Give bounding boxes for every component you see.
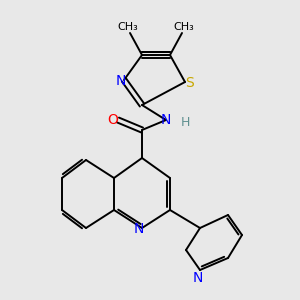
Text: O: O xyxy=(108,113,118,127)
Text: S: S xyxy=(186,76,194,90)
Text: N: N xyxy=(193,271,203,285)
Text: N: N xyxy=(161,113,171,127)
Text: H: H xyxy=(180,116,190,130)
Text: CH₃: CH₃ xyxy=(174,22,194,32)
Text: N: N xyxy=(134,222,144,236)
Text: CH₃: CH₃ xyxy=(118,22,138,32)
Text: N: N xyxy=(116,74,126,88)
